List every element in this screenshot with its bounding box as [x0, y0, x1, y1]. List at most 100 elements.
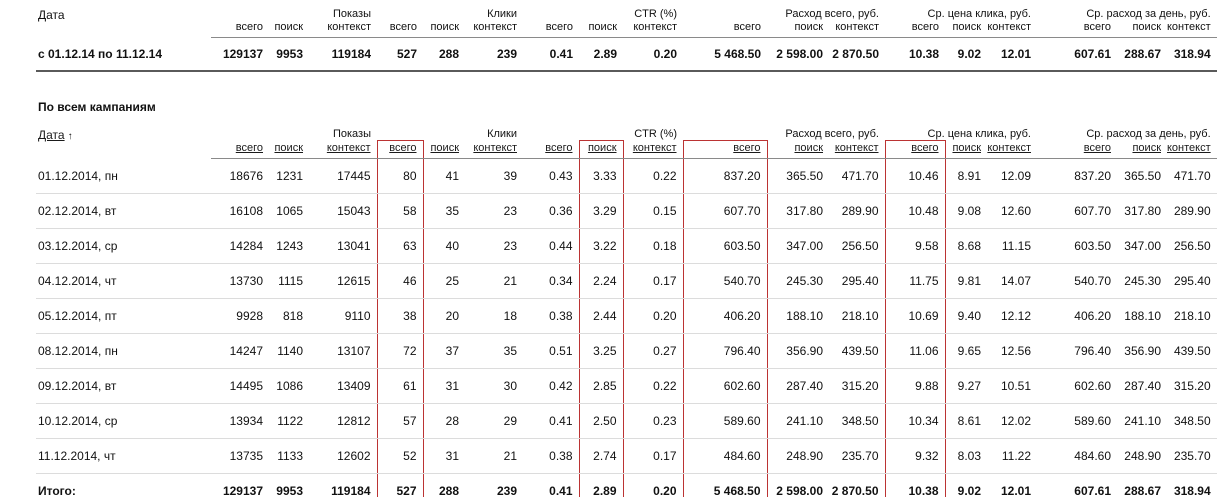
- column-group-label: Клики: [487, 128, 517, 140]
- column-subheader: поиск: [1117, 20, 1167, 38]
- column-sort-link[interactable]: контекст: [987, 140, 1037, 159]
- sort-ascending-icon: ↑: [67, 131, 73, 142]
- stat-cell: 31: [423, 438, 465, 474]
- stat-cell: 317.80: [1117, 193, 1167, 229]
- stat-cell: 0.42: [523, 368, 579, 404]
- table-row: 10.12.2014, ср 13934 1122 12812 57 28 29 0.41 2.…: [36, 403, 1217, 439]
- column-sort-link[interactable]: контекст: [1167, 140, 1217, 159]
- stat-cell: 119184: [309, 37, 377, 72]
- column-sort-link[interactable]: поиск: [423, 140, 465, 159]
- stat-cell: 796.40: [682, 333, 768, 369]
- table-row: 05.12.2014, пт 9928 818 9110 38 20 18 0.38 2.44 0…: [36, 298, 1217, 334]
- stat-cell: 0.41: [523, 473, 579, 497]
- column-group-label: Ср. расход за день, руб.: [1086, 128, 1211, 141]
- column-sort-link[interactable]: всего: [1037, 140, 1117, 159]
- total-row: Итого: 129137 9953 119184 527 288 239 0.41 2.89 0…: [36, 473, 1217, 497]
- stat-cell: 218.10: [1167, 298, 1217, 334]
- stat-cell: 471.70: [1167, 158, 1217, 194]
- stat-cell: 35: [465, 333, 523, 369]
- table-row: 11.12.2014, чт 13735 1133 12602 52 31 21 0.38 2.…: [36, 438, 1217, 474]
- column-sort-link[interactable]: всего: [376, 140, 424, 159]
- column-subheader: контекст: [1167, 20, 1217, 38]
- stat-cell: 58: [376, 193, 424, 229]
- stat-cell: 527: [376, 473, 424, 497]
- stat-cell: 356.90: [767, 333, 829, 369]
- stat-cell: 40: [423, 228, 465, 264]
- column-group-label: CTR (%): [634, 128, 677, 140]
- stat-cell: 318.94: [1167, 37, 1217, 72]
- row-date: 05.12.2014, пт: [36, 298, 211, 334]
- stat-cell: 245.30: [1117, 263, 1167, 299]
- column-subheader: поиск: [767, 20, 829, 38]
- date-header-label: Дата: [38, 128, 65, 142]
- stat-cell: 37: [423, 333, 465, 369]
- column-sort-link[interactable]: всего: [523, 140, 579, 159]
- stat-cell: 3.33: [578, 158, 624, 194]
- column-subheader: всего: [683, 20, 767, 38]
- column-subheader: контекст: [829, 20, 885, 38]
- stat-cell: 8.68: [945, 228, 987, 264]
- column-subheader: контекст: [309, 20, 377, 38]
- stat-cell: 29: [465, 403, 523, 439]
- stat-cell: 0.27: [623, 333, 683, 369]
- stat-cell: 0.23: [623, 403, 683, 439]
- column-subheader: поиск: [579, 20, 623, 38]
- column-group-label: Расход всего, руб.: [785, 128, 879, 140]
- column-sort-link[interactable]: контекст: [829, 140, 885, 159]
- stat-cell: 256.50: [1167, 228, 1217, 264]
- column-sort-link[interactable]: поиск: [269, 140, 309, 159]
- column-sort-link[interactable]: всего: [884, 140, 946, 159]
- column-sort-link[interactable]: контекст: [465, 140, 523, 159]
- stat-cell: 0.34: [523, 263, 579, 299]
- column-sort-link[interactable]: поиск: [578, 140, 624, 159]
- column-sort-link[interactable]: всего: [682, 140, 768, 159]
- column-sort-link[interactable]: поиск: [767, 140, 829, 159]
- stat-cell: 12812: [309, 403, 377, 439]
- stat-cell: 9.02: [945, 37, 987, 72]
- stat-cell: 235.70: [829, 438, 885, 474]
- stat-cell: 2.44: [578, 298, 624, 334]
- stat-cell: 0.36: [523, 193, 579, 229]
- stat-cell: 20: [423, 298, 465, 334]
- stat-cell: 0.44: [523, 228, 579, 264]
- stat-cell: 0.20: [623, 37, 683, 72]
- stat-cell: 52: [376, 438, 424, 474]
- date-column-sort-header[interactable]: Дата ↑: [36, 126, 211, 159]
- column-subheader: контекст: [623, 20, 683, 38]
- stat-cell: 796.40: [1037, 333, 1117, 369]
- stat-cell: 1065: [269, 193, 309, 229]
- table-row: 01.12.2014, пн 18676 1231 17445 80 41 39 0.43 3.…: [36, 158, 1217, 194]
- column-group-label: Показы: [332, 8, 371, 20]
- column-sort-link[interactable]: контекст: [309, 140, 377, 159]
- stat-cell: 603.50: [682, 228, 768, 264]
- table-row: 08.12.2014, пн 14247 1140 13107 72 37 35 0.51 3.…: [36, 333, 1217, 369]
- stat-cell: 12.12: [987, 298, 1037, 334]
- stat-cell: 287.40: [1117, 368, 1167, 404]
- stat-cell: 589.60: [1037, 403, 1117, 439]
- column-sort-link[interactable]: всего: [211, 140, 269, 159]
- stat-cell: 2.50: [578, 403, 624, 439]
- stat-cell: 11.75: [884, 263, 946, 299]
- stat-cell: 603.50: [1037, 228, 1117, 264]
- stat-cell: 527: [377, 37, 423, 72]
- stat-cell: 9.81: [945, 263, 987, 299]
- row-date: 11.12.2014, чт: [36, 438, 211, 474]
- stat-cell: 9.58: [884, 228, 946, 264]
- stat-cell: 317.80: [767, 193, 829, 229]
- stat-cell: 2.24: [578, 263, 624, 299]
- stat-cell: 2 598.00: [767, 473, 829, 497]
- stat-cell: 10.51: [987, 368, 1037, 404]
- column-sort-link[interactable]: поиск: [1117, 140, 1167, 159]
- stat-cell: 484.60: [682, 438, 768, 474]
- stat-cell: 9.27: [945, 368, 987, 404]
- stat-cell: 17445: [309, 158, 377, 194]
- column-sort-link[interactable]: поиск: [945, 140, 987, 159]
- stat-cell: 406.20: [682, 298, 768, 334]
- stat-cell: 35: [423, 193, 465, 229]
- stat-cell: 1086: [269, 368, 309, 404]
- stat-cell: 188.10: [767, 298, 829, 334]
- column-group-label: Показы: [332, 128, 371, 141]
- stat-cell: 318.94: [1167, 473, 1217, 497]
- row-date: 01.12.2014, пн: [36, 158, 211, 194]
- column-sort-link[interactable]: контекст: [623, 140, 683, 159]
